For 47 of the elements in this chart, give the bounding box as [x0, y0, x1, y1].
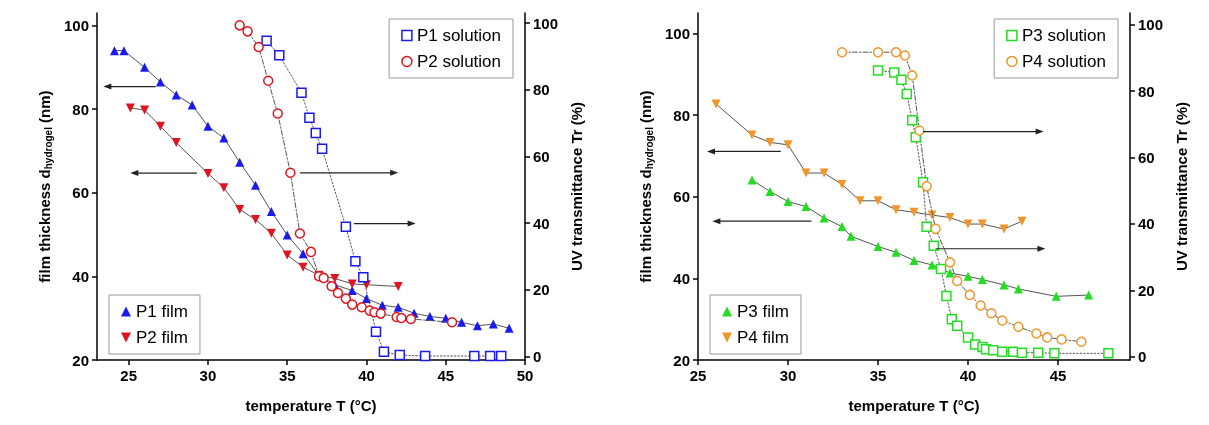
x-tick-label: 50 — [516, 367, 534, 384]
x-tick-label: 45 — [437, 367, 455, 384]
y2-axis-title: UV transmittance Tr (%) — [1173, 101, 1190, 272]
y-tick-label: 40 — [72, 267, 89, 285]
y2-axis-title: UV transmittance Tr (%) — [568, 101, 585, 272]
y-tick-label: 60 — [72, 184, 89, 202]
y2-tick-label: 40 — [1138, 215, 1155, 233]
x-tick-label: 45 — [1049, 367, 1067, 384]
y-tick-label: 100 — [664, 24, 690, 42]
x-tick-label: 30 — [779, 367, 797, 384]
y2-tick-label: 60 — [1138, 148, 1155, 166]
legend-label: P4 solution — [1021, 52, 1107, 71]
y-tick-label: 80 — [673, 106, 690, 124]
x-tick-label: 40 — [358, 367, 375, 384]
legend-label: P4 film — [737, 328, 789, 347]
y-axis-title: film thickness dhydrogel (nm) — [35, 90, 54, 283]
y2-tick-label: 80 — [1138, 82, 1155, 100]
x-tick-label: 30 — [199, 367, 217, 384]
legend-label: P2 film — [136, 328, 188, 347]
x-axis-title: temperature T (°C) — [245, 397, 377, 414]
y-tick-label: 80 — [72, 100, 89, 118]
x-tick-label: 35 — [278, 367, 296, 384]
x-tick-label: 25 — [689, 367, 707, 384]
legend-label: P3 film — [737, 302, 789, 321]
y2-tick-label: 60 — [533, 147, 550, 165]
y2-tick-label: 0 — [533, 348, 542, 366]
y-axis-title: film thickness dhydrogel (nm) — [636, 90, 655, 283]
y-tick-label: 20 — [72, 351, 89, 369]
y2-tick-label: 20 — [533, 281, 550, 299]
y2-tick-label: 40 — [533, 214, 550, 232]
y2-tick-label: 100 — [533, 14, 559, 32]
legend-label: P1 solution — [416, 26, 502, 45]
y-tick-label: 60 — [673, 188, 690, 206]
x-tick-label: 35 — [869, 367, 887, 384]
y2-tick-label: 100 — [1138, 16, 1164, 34]
x-tick-label: 40 — [959, 367, 977, 384]
x-axis-title: temperature T (°C) — [848, 397, 980, 414]
y2-tick-label: 20 — [1138, 281, 1155, 299]
legend-label: P1 film — [136, 302, 188, 321]
y2-tick-label: 80 — [533, 81, 550, 99]
y-tick-label: 40 — [673, 269, 690, 287]
x-tick-label: 25 — [120, 367, 138, 384]
y-tick-label: 100 — [63, 17, 89, 35]
y2-tick-label: 0 — [1138, 348, 1147, 366]
y-tick-label: 20 — [673, 351, 690, 369]
legend-label: P2 solution — [416, 52, 502, 71]
legend-label: P3 solution — [1021, 26, 1107, 45]
